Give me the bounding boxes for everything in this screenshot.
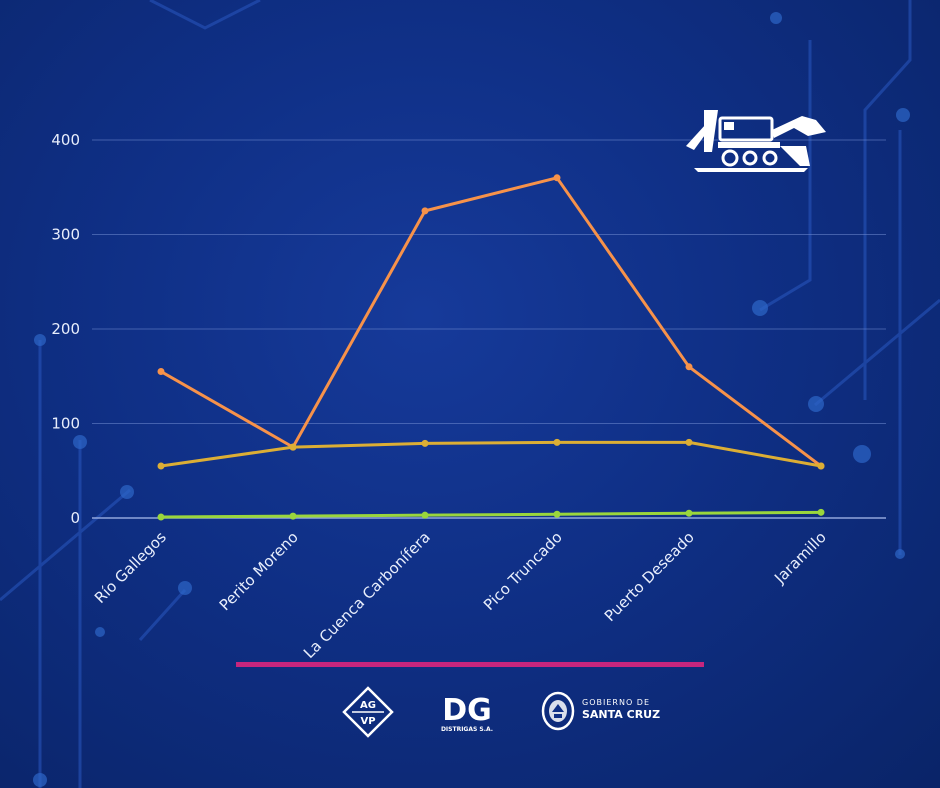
agvp-line1: AG (360, 700, 376, 711)
y-tick-label: 100 (51, 415, 80, 433)
series-line-2 (160, 440, 822, 468)
series-lines (157, 174, 825, 521)
divider-bar (236, 662, 704, 667)
data-point (157, 513, 165, 521)
y-tick-label: 200 (51, 320, 80, 338)
excavator-icon (686, 110, 826, 172)
agvp-line2: VP (360, 716, 375, 727)
data-point (157, 462, 165, 470)
x-tick-label: Pico Truncado (480, 528, 566, 614)
data-point (421, 439, 429, 447)
dg-subtitle: DISTRIGAS S.A. (441, 726, 493, 733)
grid-lines (92, 139, 886, 519)
agvp-logo: AG VP (342, 686, 394, 738)
series-line-1 (160, 176, 822, 468)
data-point (553, 174, 561, 182)
data-point (157, 368, 165, 376)
data-point (421, 511, 429, 519)
x-tick-label: Río Gallegos (91, 528, 170, 607)
data-point (817, 508, 825, 516)
santa-cruz-line1: GOBIERNO DE (582, 698, 650, 707)
data-point (685, 363, 693, 371)
data-point (421, 207, 429, 215)
santa-cruz-line2: SANTA CRUZ (582, 708, 661, 721)
data-point (817, 462, 825, 470)
data-point (553, 438, 561, 446)
santa-cruz-text: GOBIERNO DE SANTA CRUZ (582, 698, 672, 721)
y-tick-label: 400 (51, 131, 80, 149)
y-tick-label: 0 (70, 509, 80, 527)
x-tick-label: Puerto Deseado (601, 528, 698, 625)
y-tick-label: 300 (51, 226, 80, 244)
santa-cruz-seal-icon (541, 691, 575, 731)
data-point (685, 509, 693, 517)
series-line-3 (160, 510, 822, 519)
data-point (289, 512, 297, 520)
x-tick-label: Jaramillo (770, 528, 830, 588)
y-axis-ticks: 0 100 200 300 400 (51, 131, 80, 527)
data-point (289, 443, 297, 451)
x-tick-label: La Cuenca Carbonífera (300, 528, 434, 662)
x-tick-label: Perito Moreno (216, 528, 302, 614)
data-point (685, 438, 693, 446)
data-point (553, 510, 561, 518)
dg-mark: DG (442, 693, 492, 728)
distrigas-logo: DG DISTRIGAS S.A. (441, 693, 493, 733)
